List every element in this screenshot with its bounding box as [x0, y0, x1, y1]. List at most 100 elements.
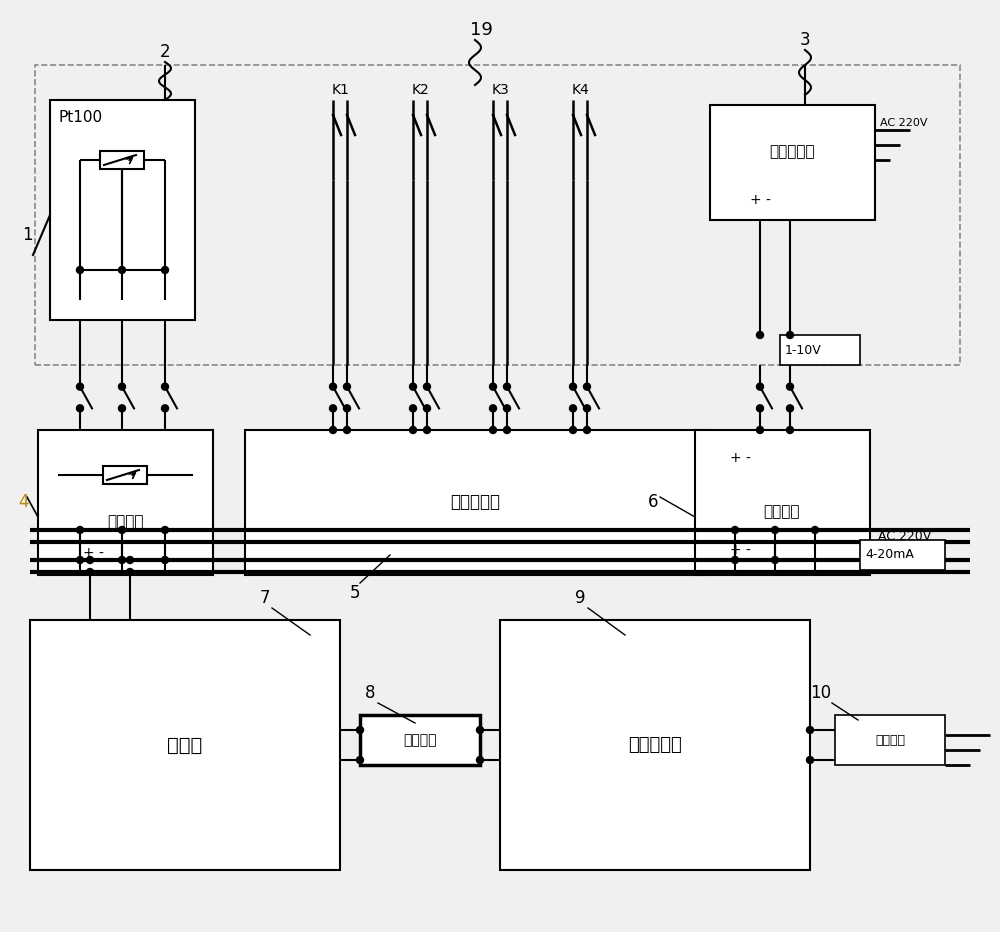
Bar — [245, 430, 705, 575]
Circle shape — [76, 404, 84, 412]
Text: AC 220V: AC 220V — [880, 118, 928, 128]
Circle shape — [162, 527, 168, 533]
Text: 7: 7 — [260, 589, 270, 607]
Text: 3: 3 — [800, 31, 811, 49]
Bar — [103, 466, 147, 484]
Circle shape — [772, 527, 778, 533]
Circle shape — [162, 404, 168, 412]
Circle shape — [356, 757, 364, 763]
Text: 4-20mA: 4-20mA — [865, 549, 914, 561]
Circle shape — [584, 427, 590, 433]
Circle shape — [344, 383, 351, 391]
Bar — [50, 100, 195, 320]
Bar — [835, 715, 945, 765]
Circle shape — [490, 383, 496, 391]
Circle shape — [424, 427, 430, 433]
Circle shape — [584, 383, 590, 391]
Circle shape — [490, 404, 496, 412]
Circle shape — [806, 757, 814, 763]
Circle shape — [757, 383, 764, 391]
Text: 适配电源: 适配电源 — [875, 733, 905, 747]
Bar — [30, 620, 340, 870]
Text: 4: 4 — [18, 493, 28, 511]
Text: K4: K4 — [572, 83, 590, 97]
Circle shape — [732, 556, 738, 564]
Circle shape — [162, 267, 168, 273]
Text: 数变模块: 数变模块 — [764, 504, 800, 519]
Circle shape — [477, 757, 484, 763]
Circle shape — [786, 332, 794, 338]
Circle shape — [126, 556, 134, 564]
Circle shape — [490, 427, 496, 433]
Text: Pt100: Pt100 — [58, 111, 102, 126]
Circle shape — [119, 404, 126, 412]
Text: K1: K1 — [332, 83, 350, 97]
Text: AC 220V: AC 220V — [878, 529, 931, 542]
Circle shape — [119, 556, 126, 564]
Text: 信号传输: 信号传输 — [403, 733, 437, 747]
Circle shape — [126, 569, 134, 575]
Circle shape — [119, 267, 126, 273]
Text: + -: + - — [750, 193, 771, 207]
Circle shape — [410, 404, 416, 412]
Circle shape — [786, 427, 794, 433]
Circle shape — [732, 527, 738, 533]
Bar — [500, 620, 810, 870]
Circle shape — [119, 527, 126, 533]
Circle shape — [786, 404, 794, 412]
Text: 2: 2 — [160, 43, 171, 61]
Circle shape — [584, 404, 590, 412]
Circle shape — [757, 332, 764, 338]
Circle shape — [410, 427, 416, 433]
Circle shape — [570, 383, 576, 391]
Text: 6: 6 — [648, 493, 658, 511]
Text: 1-10V: 1-10V — [785, 344, 822, 357]
Circle shape — [162, 383, 168, 391]
Circle shape — [344, 427, 351, 433]
Circle shape — [344, 404, 351, 412]
Text: 1: 1 — [22, 226, 33, 244]
Circle shape — [424, 383, 430, 391]
Bar — [360, 715, 480, 765]
Circle shape — [76, 556, 84, 564]
Circle shape — [757, 404, 764, 412]
Text: 8: 8 — [365, 684, 376, 702]
Circle shape — [786, 383, 794, 391]
Bar — [780, 335, 860, 365]
Bar — [35, 65, 960, 365]
Circle shape — [76, 383, 84, 391]
Bar — [38, 430, 213, 575]
Circle shape — [87, 569, 94, 575]
Bar — [710, 105, 875, 220]
Circle shape — [812, 527, 818, 533]
Text: 9: 9 — [575, 589, 586, 607]
Text: 5: 5 — [350, 584, 360, 602]
Text: 温度变送器: 温度变送器 — [769, 144, 815, 159]
Circle shape — [76, 267, 84, 273]
Circle shape — [162, 556, 168, 564]
Text: 结果显示器: 结果显示器 — [628, 736, 682, 754]
Text: 10: 10 — [810, 684, 831, 702]
Bar — [695, 430, 870, 575]
Text: + -: + - — [730, 451, 751, 465]
Circle shape — [806, 727, 814, 733]
Circle shape — [772, 556, 778, 564]
Circle shape — [330, 427, 336, 433]
Circle shape — [477, 727, 484, 733]
Circle shape — [757, 427, 764, 433]
Circle shape — [330, 404, 336, 412]
Text: 通断指示器: 通断指示器 — [450, 493, 500, 511]
Circle shape — [504, 383, 511, 391]
Circle shape — [356, 727, 364, 733]
Circle shape — [570, 404, 576, 412]
Bar — [860, 540, 945, 570]
Circle shape — [504, 404, 511, 412]
Bar — [100, 151, 144, 169]
Circle shape — [87, 556, 94, 564]
Text: + -: + - — [83, 546, 104, 560]
Text: + -: + - — [730, 543, 751, 557]
Circle shape — [424, 404, 430, 412]
Circle shape — [410, 383, 416, 391]
Circle shape — [330, 383, 336, 391]
Text: K2: K2 — [412, 83, 430, 97]
